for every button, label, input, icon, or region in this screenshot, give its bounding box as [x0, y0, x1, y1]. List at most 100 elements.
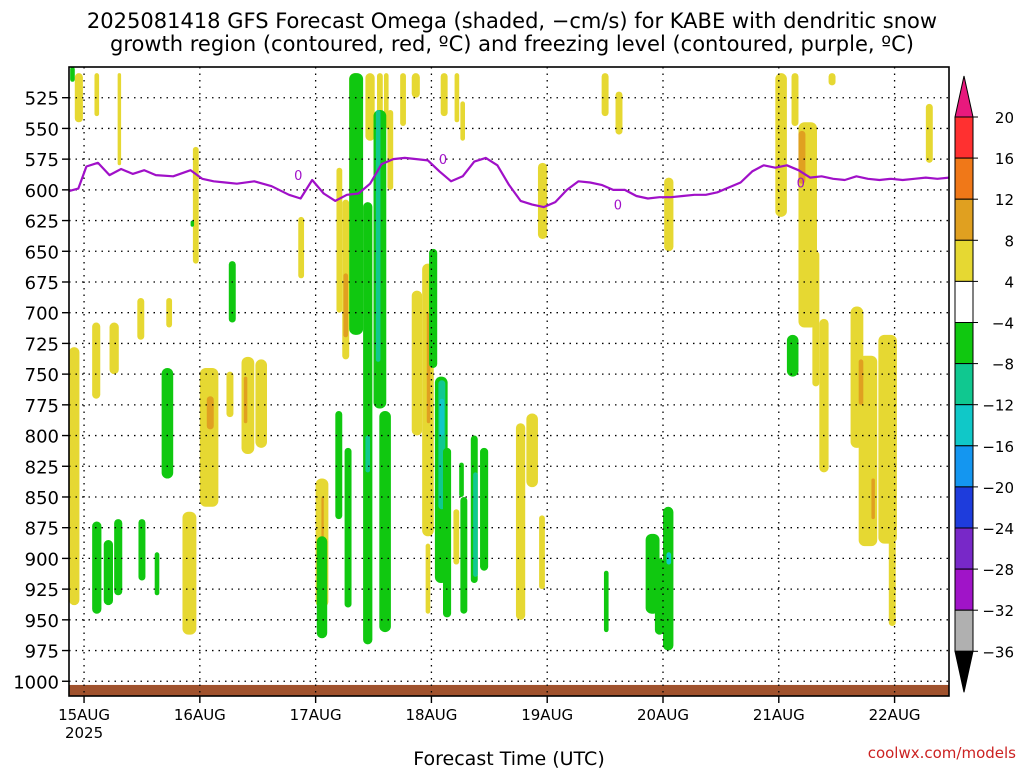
- y-tick-label: 525: [25, 89, 59, 110]
- y-tick-label: 575: [25, 150, 59, 171]
- omega-cell: [243, 376, 248, 424]
- omega-cell: [226, 371, 234, 418]
- omega-cell: [380, 189, 386, 338]
- omega-cell: [601, 73, 609, 117]
- x-tick-label: 15AUG: [58, 706, 110, 724]
- omega-cell: [786, 334, 799, 377]
- omega-cell: [812, 251, 820, 387]
- colorbar-label: 12: [995, 191, 1014, 209]
- colorbar-bin: [954, 404, 974, 447]
- colorbar-label: −4: [992, 315, 1014, 333]
- omega-cell: [365, 73, 375, 141]
- y-tick-label: 775: [25, 396, 59, 417]
- y-tick-label: 700: [25, 304, 59, 325]
- omega-cell: [336, 167, 343, 313]
- omega-cell: [858, 359, 864, 405]
- omega-cell: [70, 67, 75, 82]
- omega-cell: [344, 447, 352, 608]
- omega-cell: [411, 73, 420, 98]
- omega-cell: [206, 396, 214, 430]
- omega-cell: [460, 101, 465, 141]
- omega-cell: [454, 73, 460, 123]
- colorbar-label: 8: [1004, 232, 1014, 250]
- omega-cell: [443, 447, 452, 618]
- colorbar-label: 20: [995, 109, 1014, 127]
- surface-strip-layer: [69, 684, 949, 696]
- plot-frame: [68, 66, 950, 697]
- omega-cell: [459, 462, 464, 497]
- omega-cell: [473, 472, 478, 577]
- omega-cell: [114, 519, 123, 596]
- omega-cell: [379, 410, 391, 633]
- y-tick-label: 675: [25, 273, 59, 294]
- y-tick-label: 750: [25, 365, 59, 386]
- colorbar-bin: [954, 363, 974, 406]
- omega-cell: [515, 423, 526, 620]
- omega-cell: [137, 297, 145, 340]
- colorbar-label: −28: [982, 561, 1014, 579]
- y-tick-label: 1000: [13, 672, 59, 693]
- omega-cell: [161, 367, 174, 479]
- y-tick-label: 625: [25, 212, 59, 233]
- colorbar-bin: [954, 116, 974, 159]
- omega-cell: [871, 478, 875, 520]
- colorbar-bin: [954, 239, 974, 282]
- y-tick-label: 875: [25, 519, 59, 540]
- omega-cell: [526, 413, 538, 488]
- omega-cell: [460, 496, 468, 614]
- omega-cell: [375, 109, 381, 362]
- y-tick-label: 600: [25, 181, 59, 202]
- colorbar-label: −32: [982, 602, 1014, 620]
- x-tick-label: 20AUG: [637, 706, 689, 724]
- omega-cell: [298, 216, 305, 279]
- omega-cell: [74, 73, 83, 123]
- omega-cell: [365, 435, 371, 473]
- colorbar-label: −16: [982, 438, 1014, 456]
- colorbar-label: −20: [982, 479, 1014, 497]
- x-tick-sublabel: 2025: [65, 724, 103, 742]
- colorbar-bin: [954, 157, 974, 200]
- y-tick-label: 850: [25, 488, 59, 509]
- omega-cell: [654, 558, 665, 635]
- colorbar-bin: [954, 322, 974, 365]
- omega-cell: [480, 447, 489, 571]
- x-tick-label: 19AUG: [521, 706, 573, 724]
- x-tick-label: 21AUG: [753, 706, 805, 724]
- y-tick-label: 925: [25, 580, 59, 601]
- omega-cell: [425, 543, 431, 614]
- freezing-level-label: 0: [439, 153, 447, 168]
- y-tick-label: 975: [25, 642, 59, 663]
- omega-cell: [819, 318, 829, 473]
- omega-cell: [316, 536, 328, 639]
- omega-cell: [615, 91, 623, 135]
- freezing-level-label: 0: [614, 199, 622, 214]
- colorbar-bin: [954, 445, 974, 488]
- colorbar-bin: [954, 568, 974, 611]
- omega-cell: [154, 552, 160, 596]
- omega-cell: [255, 359, 267, 448]
- y-tick-label: 825: [25, 457, 59, 478]
- omega-cell: [192, 146, 199, 264]
- x-tick-label: 22AUG: [869, 706, 921, 724]
- omega-cell: [69, 347, 80, 606]
- omega-cell: [453, 509, 460, 565]
- y-tick-label: 725: [25, 334, 59, 355]
- omega-cell: [182, 511, 197, 635]
- colorbar-label: −24: [982, 520, 1014, 538]
- colorbar-label: 16: [995, 150, 1014, 168]
- omega-cell: [349, 73, 364, 335]
- y-tick-label: 650: [25, 242, 59, 263]
- omega-cell: [400, 73, 406, 126]
- omega-cell: [664, 177, 674, 252]
- omega-shading-layer: [69, 67, 933, 651]
- colorbar-label: −8: [992, 356, 1014, 374]
- omega-cell: [190, 220, 195, 227]
- x-tick-label: 17AUG: [290, 706, 342, 724]
- freezing-level-label: 0: [294, 169, 302, 184]
- omega-cell: [537, 162, 548, 239]
- omega-cell: [411, 290, 423, 436]
- omega-cell: [92, 322, 101, 399]
- omega-cell: [666, 552, 672, 565]
